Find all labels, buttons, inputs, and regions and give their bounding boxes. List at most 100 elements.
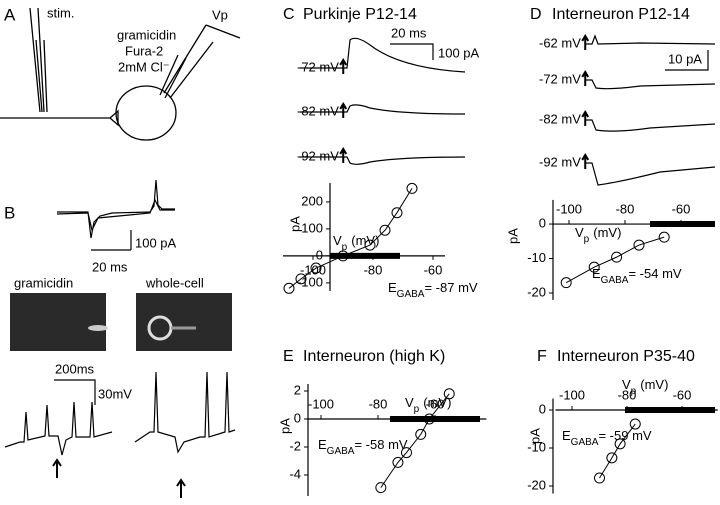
arrow (581, 109, 590, 126)
pipette-label: gramicidin (117, 27, 176, 42)
y-tick-label: -10 (527, 439, 546, 454)
label-part: E (388, 280, 397, 295)
data-point (611, 251, 623, 263)
panel-label: B (4, 203, 15, 222)
y-tick-label: -20 (527, 477, 546, 492)
trace (585, 119, 716, 132)
y-tick-label: -2 (289, 438, 301, 453)
label-part: GABA (397, 289, 425, 300)
x-axis-label: Vp (mV) (405, 395, 451, 414)
data-point (391, 207, 403, 219)
scale-label: 10 pA (668, 51, 702, 66)
fit-line (565, 236, 665, 284)
y-axis-label: pA (505, 228, 520, 244)
y-tick-label: -10 (527, 250, 546, 265)
label-part: GABA (571, 437, 599, 448)
arrow (581, 69, 590, 86)
scale-bar (390, 43, 434, 60)
x-tick-label: -100 (559, 387, 585, 402)
data-point (401, 447, 412, 459)
data-point (337, 250, 349, 262)
trace (134, 371, 236, 454)
scale-bar (665, 50, 709, 71)
label-part: V (333, 233, 342, 248)
holding-label: -72 mV (297, 59, 339, 74)
x-tick-label: -80 (364, 262, 383, 277)
panel-label: C (283, 6, 295, 23)
x-tick-label: -60 (673, 387, 692, 402)
label-part: p (584, 234, 590, 245)
fit-line (599, 423, 636, 479)
pipette-label: 2mM Cl⁻ (118, 59, 170, 74)
arrow (176, 478, 186, 498)
scale-bar (91, 230, 132, 251)
label-part: p (414, 404, 420, 415)
arrow (52, 458, 62, 478)
label-part: = -54 mV (628, 266, 681, 281)
data-point (310, 262, 322, 274)
data-point (443, 388, 455, 400)
stim-label: stim. (47, 5, 74, 20)
image-label: gramicidin (14, 275, 73, 290)
y-tick-label: 0 (316, 247, 323, 262)
trace (4, 401, 113, 456)
trace (585, 79, 716, 90)
scale-label: 100 pA (438, 45, 480, 60)
y-tick-label: -20 (527, 284, 546, 299)
x-tick-label: -100 (308, 396, 334, 411)
holding-label: -92 mV (539, 154, 581, 169)
trace (300, 104, 466, 115)
data-point (560, 277, 572, 289)
scale-label: 30mV (98, 386, 132, 401)
data-point (283, 282, 295, 294)
x-tick-label: -80 (616, 201, 635, 216)
trace (300, 156, 466, 165)
holding-label: -72 mV (539, 71, 581, 86)
egaba-label: EGABA= -58 mV (318, 437, 408, 456)
label-part: E (592, 266, 601, 281)
trace (585, 34, 716, 45)
y-axis-label: pA (277, 418, 292, 434)
y-tick-label: 200 (301, 193, 323, 208)
label-part: = -59 mV (598, 428, 651, 443)
arrow (339, 146, 348, 163)
label-part: (mV) (423, 395, 451, 410)
image (10, 293, 106, 351)
arrow (339, 57, 348, 74)
y-tick-label: 0 (294, 410, 301, 425)
data-point (588, 261, 600, 273)
data-point (295, 273, 307, 285)
panel-label: E (283, 348, 294, 365)
y-tick-label: 2 (294, 382, 301, 397)
scale-bar (54, 379, 96, 405)
y-tick-label: -100 (297, 274, 323, 289)
x-tick-label: -60 (424, 262, 443, 277)
panel-label: D (530, 6, 542, 23)
holding-label: -82 mV (539, 111, 581, 126)
panel-title: Interneuron (high K) (303, 348, 445, 365)
label-part: E (562, 428, 571, 443)
label-part: p (631, 386, 637, 397)
arrow (581, 33, 590, 50)
image-label: whole-cell (145, 275, 204, 290)
data-point (392, 456, 404, 468)
x-axis-label: Vp (mV) (333, 233, 379, 252)
holding-label: -82 mV (297, 103, 339, 118)
label-part: GABA (601, 275, 629, 286)
panel-label: F (537, 348, 547, 365)
fit-line (288, 188, 413, 289)
scale-label: 100 pA (135, 235, 177, 250)
scale-label: 200ms (55, 361, 95, 376)
x-tick-label: -80 (369, 396, 388, 411)
egaba-label: EGABA= -59 mV (562, 428, 652, 447)
pipettes (0, 7, 241, 141)
label-part: (mV) (593, 225, 621, 240)
data-point (379, 224, 391, 236)
x-axis-label: Vp (mV) (622, 377, 668, 396)
label-part: = -58 mV (354, 437, 407, 452)
data-point (375, 482, 387, 494)
panel-title: Interneuron P35-40 (557, 348, 695, 365)
x-tick-label: -60 (672, 201, 691, 216)
y-tick-label: 100 (301, 220, 323, 235)
trace (56, 179, 175, 239)
